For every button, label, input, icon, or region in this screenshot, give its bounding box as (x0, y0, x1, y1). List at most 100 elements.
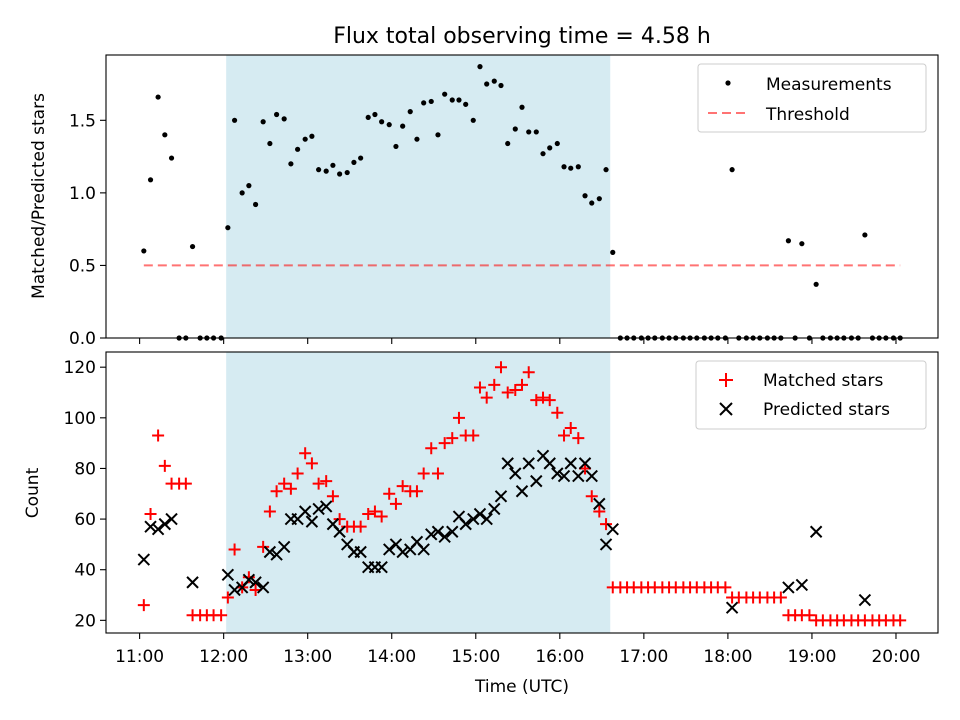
measurement-point (379, 119, 385, 125)
predicted-star-point (383, 543, 396, 556)
predicted-star-point (557, 469, 571, 483)
top-plot-frame (105, 54, 939, 339)
measurement-point (407, 109, 413, 115)
matched-star-point (473, 381, 486, 394)
bottom-x-ticks: 11:00 12:00 13:00 14:00 15:00 16:00 17:00 18:00… (115, 633, 920, 667)
bottom-x-tick-label: 16:00 (535, 647, 584, 667)
measurement-point (568, 165, 574, 171)
measurement-point (337, 171, 343, 177)
measurement-point (862, 232, 868, 238)
matched-star-point (600, 518, 613, 531)
bottom-highlight-span (226, 352, 611, 633)
measurement-point (414, 136, 420, 142)
legend-matched-marker (719, 373, 733, 387)
legend-threshold-label: Threshold (765, 105, 850, 125)
measurement-point (589, 200, 595, 206)
measurement-point (189, 243, 196, 250)
measurement-point (372, 111, 378, 118)
matched-star-point (803, 609, 816, 622)
matched-star-point (543, 394, 556, 407)
matched-star-point (144, 508, 157, 521)
matched-star-point (284, 482, 297, 495)
bottom-x-tick-label: 13:00 (283, 647, 332, 667)
top-plot: 0.0 0.5 1.0 1.5 Matched/Predicted stars Mea… (29, 54, 939, 349)
bottom-x-tick-label: 19:00 (787, 647, 836, 667)
predicted-star-point (305, 515, 319, 528)
matched-star-point (389, 497, 402, 510)
measurement-point (582, 193, 588, 199)
matched-star-point (221, 591, 234, 604)
bottom-plot: 20 40 60 80 100 120 11:00 12:00 13:00 14:00 15:00… (23, 351, 939, 697)
measurement-point (421, 100, 427, 106)
predicted-star-point (165, 512, 178, 526)
measurement-point (435, 132, 441, 138)
matched-star-point (446, 432, 459, 445)
matched-star-point (396, 480, 409, 493)
predicted-star-point (543, 457, 556, 470)
measurement-point (344, 169, 350, 176)
top-legend: Measurements Threshold (697, 63, 927, 133)
legend-matched-label: Matched stars (763, 371, 883, 391)
matched-star-point (179, 477, 192, 490)
matched-star-point (326, 490, 339, 503)
matched-star-point (558, 429, 571, 442)
measurement-point (813, 281, 819, 287)
measurement-point (274, 111, 280, 118)
measurement-point (162, 132, 168, 138)
bottom-y-tick-label: 60 (74, 510, 96, 530)
measurement-point (323, 168, 329, 174)
measurement-point (155, 94, 161, 100)
measurement-point (512, 126, 518, 132)
predicted-star-point (417, 543, 430, 556)
matched-star-point (299, 447, 312, 460)
matched-star-point (158, 459, 171, 472)
legend-measurements-label: Measurements (766, 75, 892, 95)
bottom-x-tick-label: 18:00 (703, 647, 752, 667)
measurement-point (400, 123, 406, 129)
predicted-star-point (488, 502, 501, 516)
matched-star-point (270, 485, 283, 498)
matched-star-point (537, 391, 550, 404)
measurement-point (484, 81, 490, 87)
matched-star-point (452, 411, 465, 424)
predicted-star-point (572, 469, 585, 483)
predicted-star-point (438, 530, 451, 544)
legend-predicted-marker (719, 402, 733, 416)
predicted-star-point (396, 545, 409, 559)
matched-star-point (522, 366, 535, 379)
predicted-star-point (137, 553, 151, 566)
predicted-star-point (256, 581, 270, 594)
bottom-y-tick-label: 120 (64, 358, 96, 378)
matched-star-point (894, 614, 907, 627)
predicted-star-point (530, 474, 543, 488)
predicted-star-point (431, 525, 445, 538)
measurement-point (309, 133, 315, 139)
matched-star-point (137, 599, 150, 612)
matched-star-point (494, 361, 507, 374)
measurement-point (168, 155, 175, 161)
matched-star-point (383, 487, 396, 500)
bottom-y-tick-label: 80 (74, 459, 96, 479)
matched-star-point (551, 406, 564, 419)
measurement-point (442, 91, 448, 97)
predicted-star-point (158, 517, 172, 531)
bottom-x-tick-label: 20:00 (871, 647, 920, 667)
predicted-star-point (564, 457, 577, 470)
matched-star-point (278, 477, 291, 490)
measurement-point (729, 167, 735, 173)
predicted-star-point (858, 593, 872, 607)
measurement-point (365, 114, 371, 121)
matched-star-point (501, 386, 514, 399)
predicted-star-point (494, 490, 508, 503)
bottom-x-tick-label: 15:00 (451, 647, 500, 667)
legend-measurements-marker (725, 80, 731, 86)
bottom-plot-frame (105, 351, 939, 634)
measurement-point (526, 129, 532, 135)
predicted-star-point (249, 576, 262, 589)
predicted-star-point (228, 583, 241, 597)
matched-star-point (774, 591, 787, 604)
top-y-tick-label: 1.0 (69, 184, 96, 204)
measurement-point (785, 238, 792, 244)
legend-predicted-label: Predicted stars (763, 400, 890, 420)
